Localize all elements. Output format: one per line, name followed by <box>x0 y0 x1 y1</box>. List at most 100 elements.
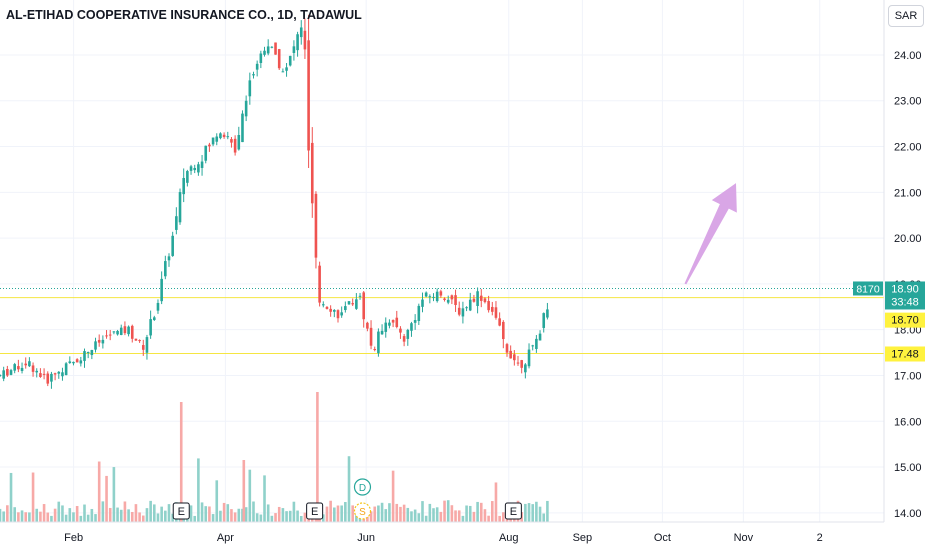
candle-body <box>141 345 145 350</box>
volume-bar <box>64 514 68 522</box>
volume-bar <box>156 513 160 522</box>
candle-body <box>314 193 318 258</box>
candle-body <box>204 145 208 161</box>
volume-bar <box>233 512 237 522</box>
candle-body <box>527 349 531 367</box>
volume-bar <box>395 503 399 522</box>
candle-body <box>465 307 468 309</box>
volume-bar <box>299 515 303 522</box>
candle-body <box>0 374 2 376</box>
volume-bar <box>35 508 39 522</box>
volume-bar <box>468 505 472 522</box>
candle-body <box>153 317 156 320</box>
candle-body <box>17 366 20 370</box>
candle-body <box>439 291 443 296</box>
volume-bar <box>296 510 299 522</box>
time-tick-label: Aug <box>499 532 519 544</box>
last-price-tag <box>885 281 925 310</box>
volume-bar <box>454 510 457 522</box>
candle-body <box>189 166 193 171</box>
volume-tag-label: 8170 <box>856 283 880 295</box>
candle-body <box>373 349 377 351</box>
volume-bar <box>406 507 410 522</box>
candle-body <box>502 321 505 340</box>
candle-body <box>384 322 388 332</box>
volume-bar <box>145 508 149 522</box>
candle-body <box>355 299 358 309</box>
candle-body <box>520 360 523 368</box>
candle-body <box>86 352 90 354</box>
volume-bar <box>200 502 204 522</box>
volume-bar <box>123 501 127 522</box>
currency-button[interactable]: SAR <box>888 5 924 27</box>
volume-bar <box>24 512 28 522</box>
volume-bar <box>189 505 193 522</box>
candle-body <box>468 299 472 311</box>
volume-bar <box>127 509 130 522</box>
split-marker[interactable] <box>353 502 372 520</box>
volume-bar <box>340 505 343 522</box>
candle-body <box>487 301 490 311</box>
price-tick-label: 22.00 <box>894 142 922 154</box>
candle-body <box>226 136 230 138</box>
candle-body <box>292 46 296 53</box>
earnings-marker[interactable] <box>172 502 190 520</box>
volume-bar <box>274 513 277 522</box>
volume-bar <box>344 502 347 522</box>
candle-body <box>435 291 439 302</box>
time-axis: Feb Apr Jun Aug Sep Oct Nov 2 <box>0 521 884 544</box>
volume-bar <box>535 501 538 522</box>
candle-body <box>450 295 454 300</box>
volume-bar <box>219 510 222 522</box>
candle-body <box>446 299 450 303</box>
candle-body <box>424 292 428 297</box>
candle-body <box>333 309 336 312</box>
candle-body <box>310 142 314 204</box>
earnings-marker[interactable] <box>504 502 522 520</box>
volume-bar <box>502 512 505 522</box>
volume-bar <box>421 501 424 522</box>
candle-body <box>277 49 281 69</box>
level-upper-label: 18.70 <box>891 315 919 327</box>
dividend-marker[interactable] <box>353 478 372 496</box>
price-tick-label: 21.00 <box>894 187 922 199</box>
candle-body <box>535 338 538 349</box>
candle-body <box>94 341 97 350</box>
volume-spike <box>316 392 319 522</box>
candle-body <box>57 371 61 374</box>
volume-bar <box>476 501 479 522</box>
candle-body <box>347 301 351 305</box>
candle-body <box>138 340 141 342</box>
volume-bar <box>542 513 546 522</box>
candle-body <box>410 323 413 331</box>
candle-body <box>35 370 39 373</box>
volume-bar <box>399 506 402 522</box>
horizontal-levels <box>0 287 884 354</box>
candle-body <box>28 361 31 367</box>
earnings-marker[interactable] <box>306 502 324 520</box>
volume-bar <box>79 515 83 522</box>
candle-body <box>476 291 479 306</box>
volume-bar <box>130 511 134 522</box>
candle-body <box>461 308 465 317</box>
volume-bar <box>472 511 476 522</box>
candle-body <box>307 40 310 151</box>
candle-body <box>208 144 211 147</box>
candle-body <box>197 164 200 173</box>
volume-bar <box>248 469 252 522</box>
projection-arrow-shape[interactable] <box>684 183 737 285</box>
volume-bar <box>391 470 395 522</box>
time-tick-label: Oct <box>654 532 671 544</box>
volume-bar <box>160 506 163 522</box>
candle-body <box>380 330 384 335</box>
volume-tag <box>853 281 883 296</box>
candle-body <box>274 42 277 55</box>
countdown-label: 33:48 <box>891 296 919 308</box>
volume-bar <box>483 509 487 522</box>
volume-bar <box>351 505 354 522</box>
volume-bar <box>329 500 332 522</box>
candle-body <box>531 345 535 347</box>
candle-body <box>230 139 233 143</box>
chart-title: AL-ETIHAD COOPERATIVE INSURANCE CO., 1D,… <box>6 8 362 22</box>
